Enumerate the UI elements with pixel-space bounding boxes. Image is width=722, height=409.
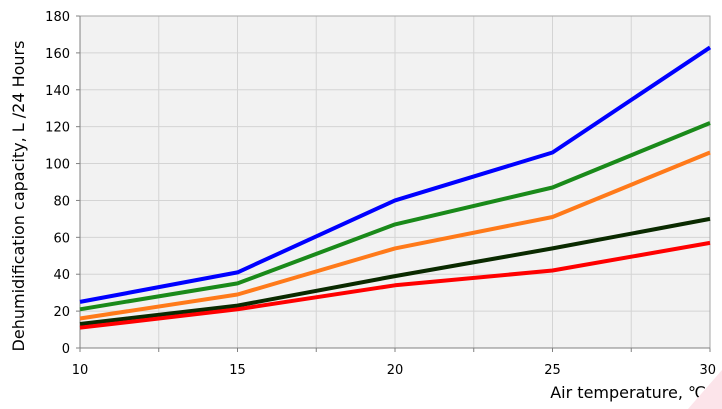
y-tick-label: 80 (53, 194, 70, 209)
y-axis-title: Dehumidification capacity, L /24 Hours (9, 41, 28, 352)
x-tick-label: 10 (72, 363, 89, 378)
y-tick-label: 180 (45, 10, 70, 25)
y-tick-label: 40 (53, 268, 70, 283)
axes (76, 15, 711, 352)
series-line-1 (79, 45, 712, 304)
series-line-5 (79, 240, 711, 330)
y-tick-label: 0 (62, 342, 70, 357)
y-tick-label: 160 (45, 47, 70, 62)
y-tick-label: 20 (53, 305, 70, 320)
x-tick-label: 30 (699, 363, 716, 378)
y-tick-label: 60 (53, 231, 70, 246)
series-line-2 (79, 121, 711, 312)
y-tick-label: 140 (45, 84, 70, 99)
y-tick-label: 120 (45, 121, 70, 136)
x-tick-label: 25 (544, 363, 561, 378)
corner-watermark-mark (688, 370, 722, 409)
y-tick-label: 100 (45, 158, 70, 173)
series-line-4 (79, 216, 711, 326)
series-line-3 (79, 150, 711, 321)
series-layer (79, 45, 712, 330)
x-axis-title: Air temperature, ℃ (550, 383, 706, 402)
tick-labels: 0 20 40 60 80 100 120 140 160 180 10 15 20 25 30 (45, 10, 716, 378)
x-tick-label: 15 (229, 363, 246, 378)
x-tick-label: 20 (387, 363, 404, 378)
